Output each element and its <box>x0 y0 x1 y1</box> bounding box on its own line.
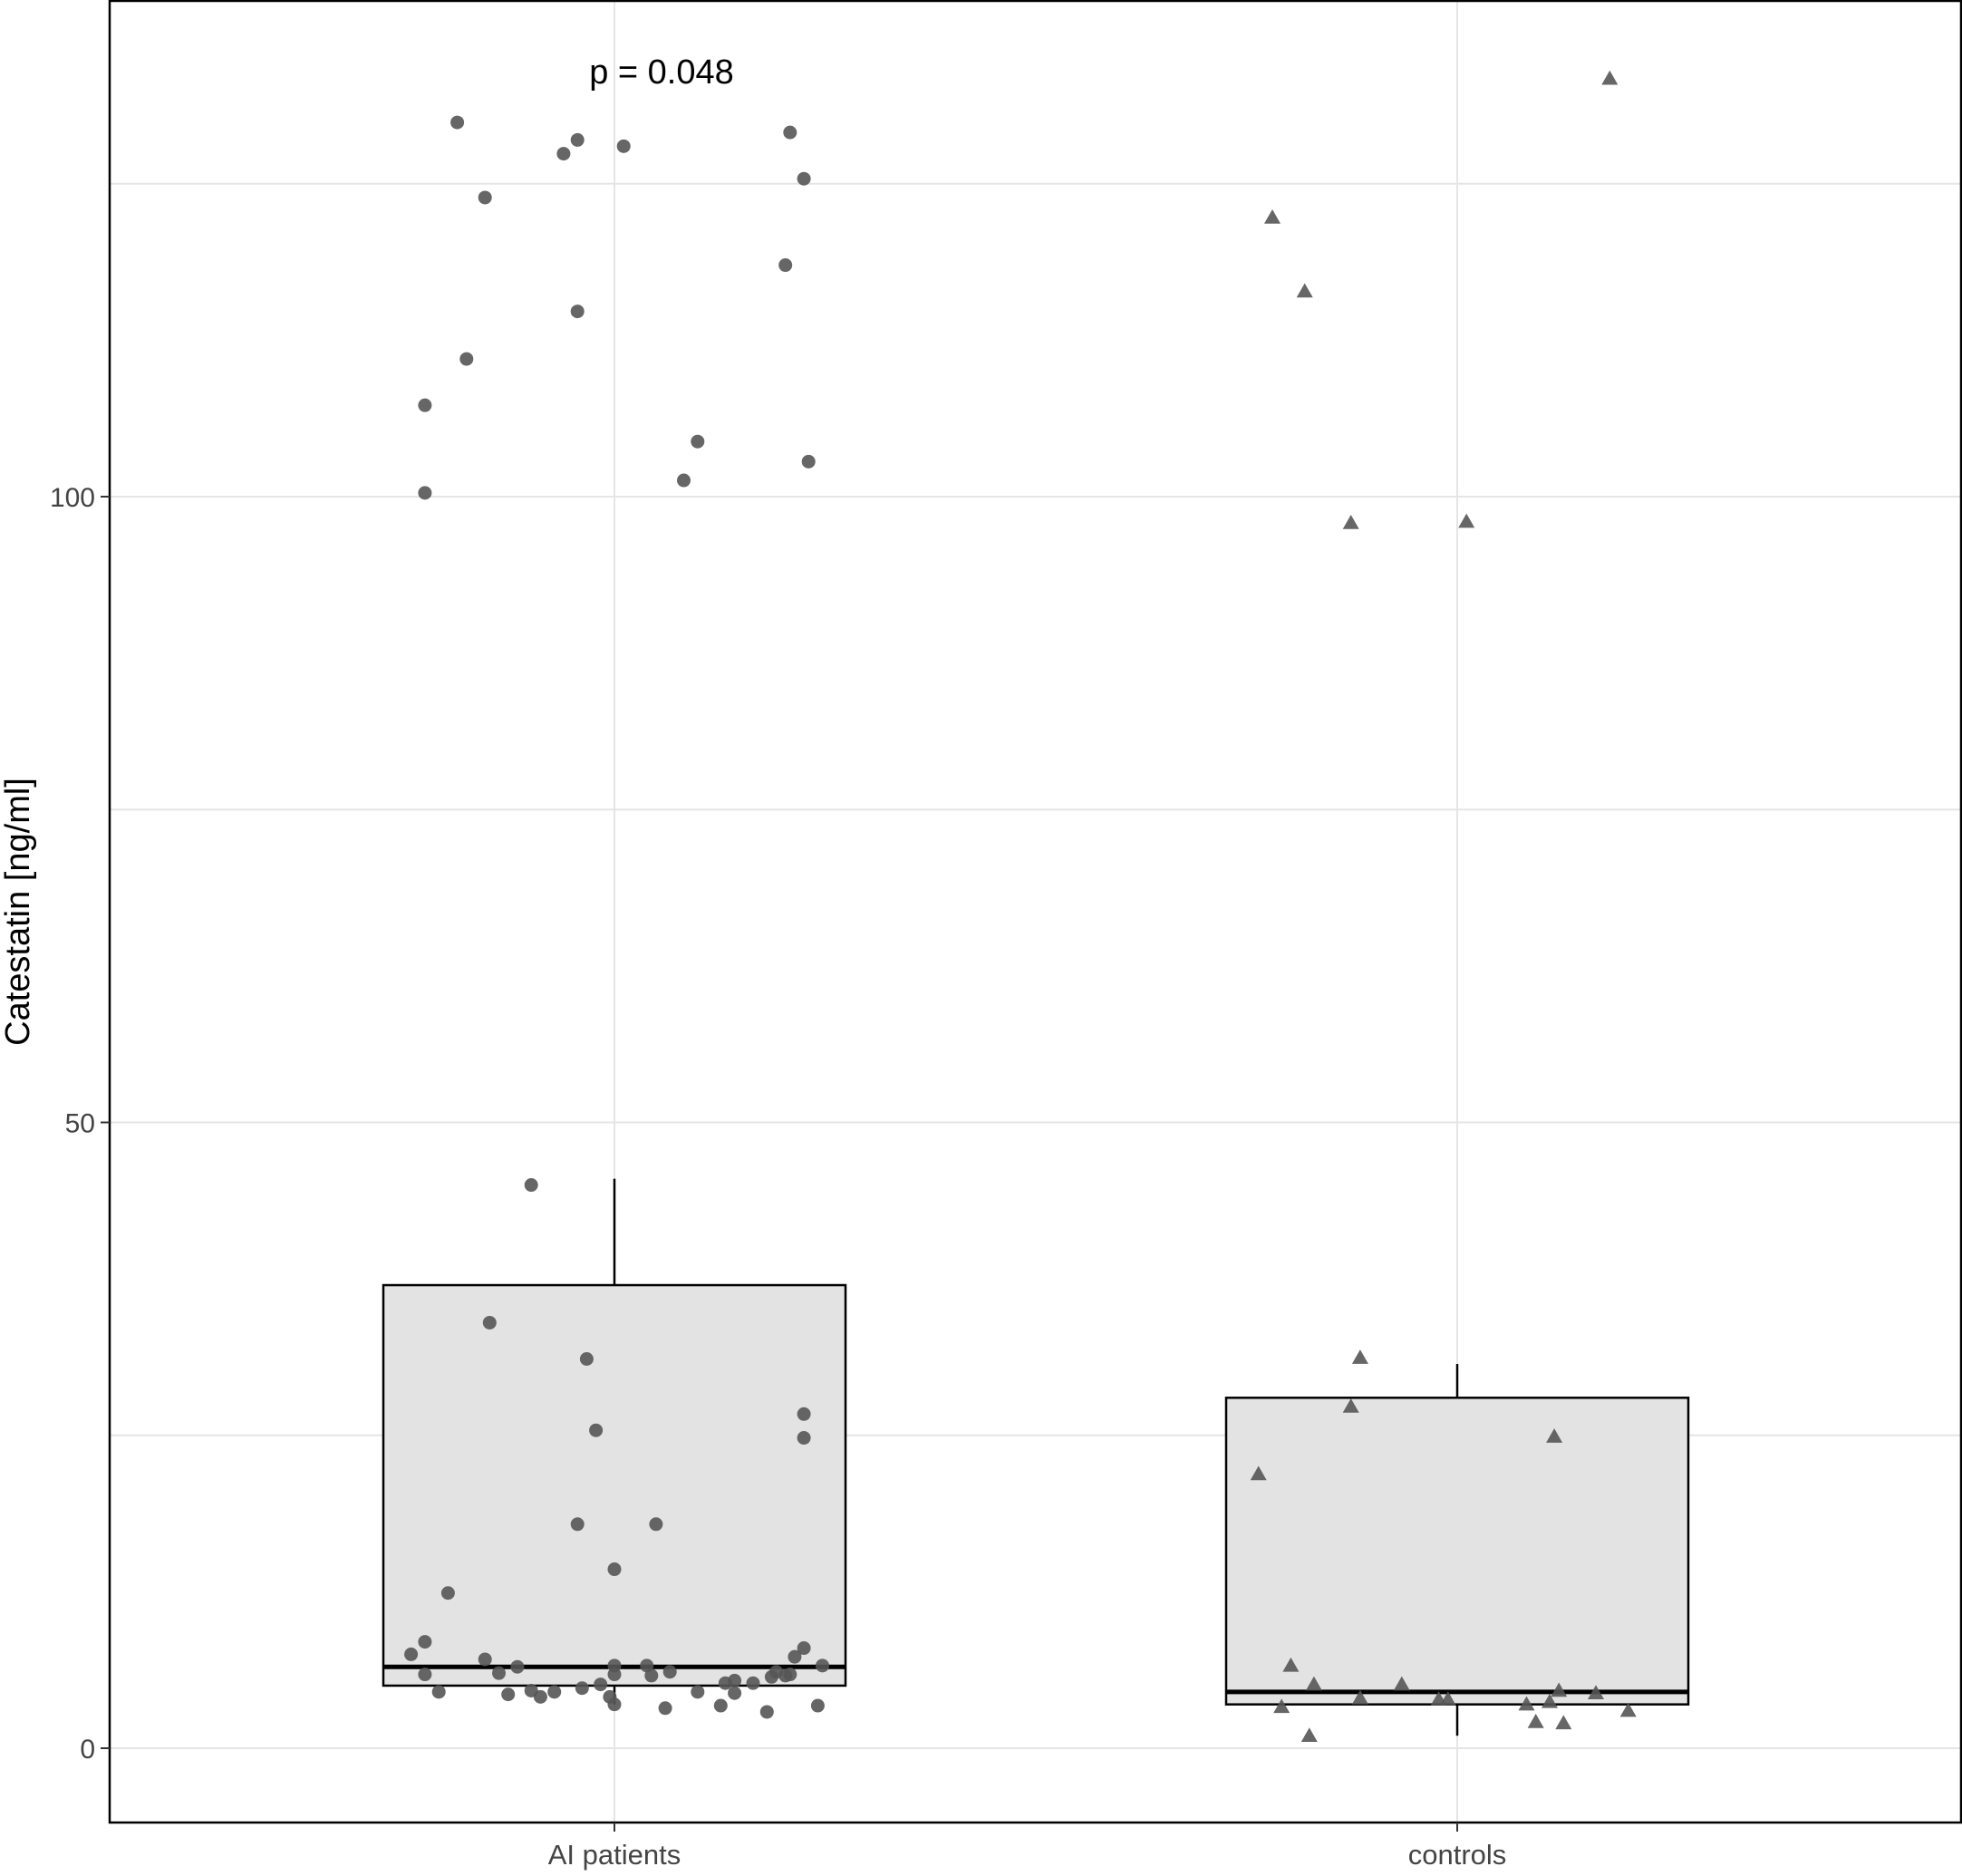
data-point-triangle <box>1250 1465 1267 1481</box>
panel-border <box>108 0 1962 1824</box>
p-value-annotation: p = 0.048 <box>589 53 734 92</box>
data-point-circle <box>418 398 432 412</box>
data-point-circle <box>570 1517 585 1532</box>
data-point-circle <box>691 1685 705 1699</box>
data-point-triangle <box>1439 1691 1456 1706</box>
data-point-circle <box>492 1666 506 1680</box>
data-point-circle <box>691 434 705 449</box>
data-point-circle <box>797 1641 811 1656</box>
data-point-triangle <box>1601 70 1619 85</box>
data-point-circle <box>575 1681 589 1696</box>
data-point-circle <box>607 1697 622 1712</box>
y-tick-label: 50 <box>65 1109 95 1139</box>
data-point-triangle <box>1273 1698 1290 1714</box>
data-point-circle <box>607 1658 622 1673</box>
data-point-circle <box>524 1178 538 1193</box>
data-point-triangle <box>1588 1685 1604 1699</box>
data-point-circle <box>783 125 797 140</box>
data-point-circle <box>533 1689 547 1704</box>
data-point-triangle <box>1282 1657 1300 1672</box>
data-point-triangle <box>1351 1689 1368 1705</box>
data-point-triangle <box>1351 1349 1368 1364</box>
data-point-triangle <box>1551 1682 1568 1697</box>
data-point-circle <box>644 1668 659 1683</box>
data-point-circle <box>594 1678 608 1692</box>
box-iqr <box>382 1283 847 1687</box>
data-point-circle <box>478 1652 492 1667</box>
data-point-circle <box>728 1673 742 1687</box>
data-point-circle <box>728 1686 742 1700</box>
data-point-triangle <box>1527 1713 1544 1728</box>
data-point-triangle <box>1296 283 1313 298</box>
data-point-circle <box>418 486 432 500</box>
data-point-circle <box>450 115 465 130</box>
data-point-circle <box>607 1562 622 1577</box>
data-point-circle <box>478 190 492 205</box>
data-point-triangle <box>1393 1676 1410 1691</box>
data-point-triangle <box>1300 1727 1318 1742</box>
data-point-triangle <box>1305 1676 1322 1691</box>
data-point-circle <box>797 1407 811 1421</box>
data-point-circle <box>570 132 585 147</box>
data-point-circle <box>431 1685 446 1699</box>
data-point-circle <box>713 1698 728 1713</box>
data-point-circle <box>810 1698 825 1713</box>
data-point-circle <box>662 1665 677 1679</box>
data-point-circle <box>501 1687 516 1702</box>
data-point-circle <box>797 171 811 186</box>
x-tick-label: AI patients <box>548 1839 681 1871</box>
data-point-triangle <box>1458 513 1475 528</box>
data-point-circle <box>649 1517 663 1532</box>
box-iqr <box>1224 1397 1690 1706</box>
data-point-triangle <box>1342 1397 1359 1413</box>
data-point-circle <box>658 1701 672 1716</box>
data-point-triangle <box>1555 1715 1572 1730</box>
data-point-circle <box>778 258 793 273</box>
data-point-triangle <box>1546 1428 1563 1443</box>
data-point-circle <box>547 1685 562 1699</box>
axis-layer: 0 50 100 AI patients controls <box>50 483 1506 1871</box>
data-point-circle <box>797 1431 811 1446</box>
data-point-circle <box>816 1658 829 1673</box>
data-point-circle <box>418 1668 432 1682</box>
data-point-circle <box>788 1649 802 1664</box>
data-point-triangle <box>1518 1696 1535 1711</box>
box-layer <box>382 1178 1690 1736</box>
data-point-circle <box>418 1635 432 1649</box>
y-tick-label: 0 <box>80 1735 95 1765</box>
point-layer <box>404 70 1637 1742</box>
data-point-circle <box>579 1352 594 1367</box>
data-point-circle <box>482 1315 497 1330</box>
y-axis-label: Catestatin [ng/ml] <box>0 778 37 1046</box>
data-point-circle <box>677 473 691 488</box>
data-point-triangle <box>1342 515 1359 529</box>
data-point-circle <box>759 1705 774 1719</box>
y-tick-label: 100 <box>50 483 95 513</box>
data-point-circle <box>746 1676 760 1690</box>
data-point-circle <box>589 1423 604 1437</box>
data-point-circle <box>801 454 816 469</box>
data-point-circle <box>440 1586 455 1600</box>
data-point-circle <box>570 305 585 319</box>
data-point-circle <box>459 352 474 366</box>
data-point-circle <box>510 1659 525 1674</box>
x-tick-label: controls <box>1408 1839 1507 1871</box>
data-point-circle <box>616 139 631 153</box>
data-point-triangle <box>1619 1702 1637 1717</box>
data-point-triangle <box>1542 1693 1558 1708</box>
data-point-triangle <box>1264 209 1281 224</box>
data-point-circle <box>556 147 571 161</box>
data-point-circle <box>783 1668 797 1682</box>
data-point-circle <box>404 1647 419 1661</box>
